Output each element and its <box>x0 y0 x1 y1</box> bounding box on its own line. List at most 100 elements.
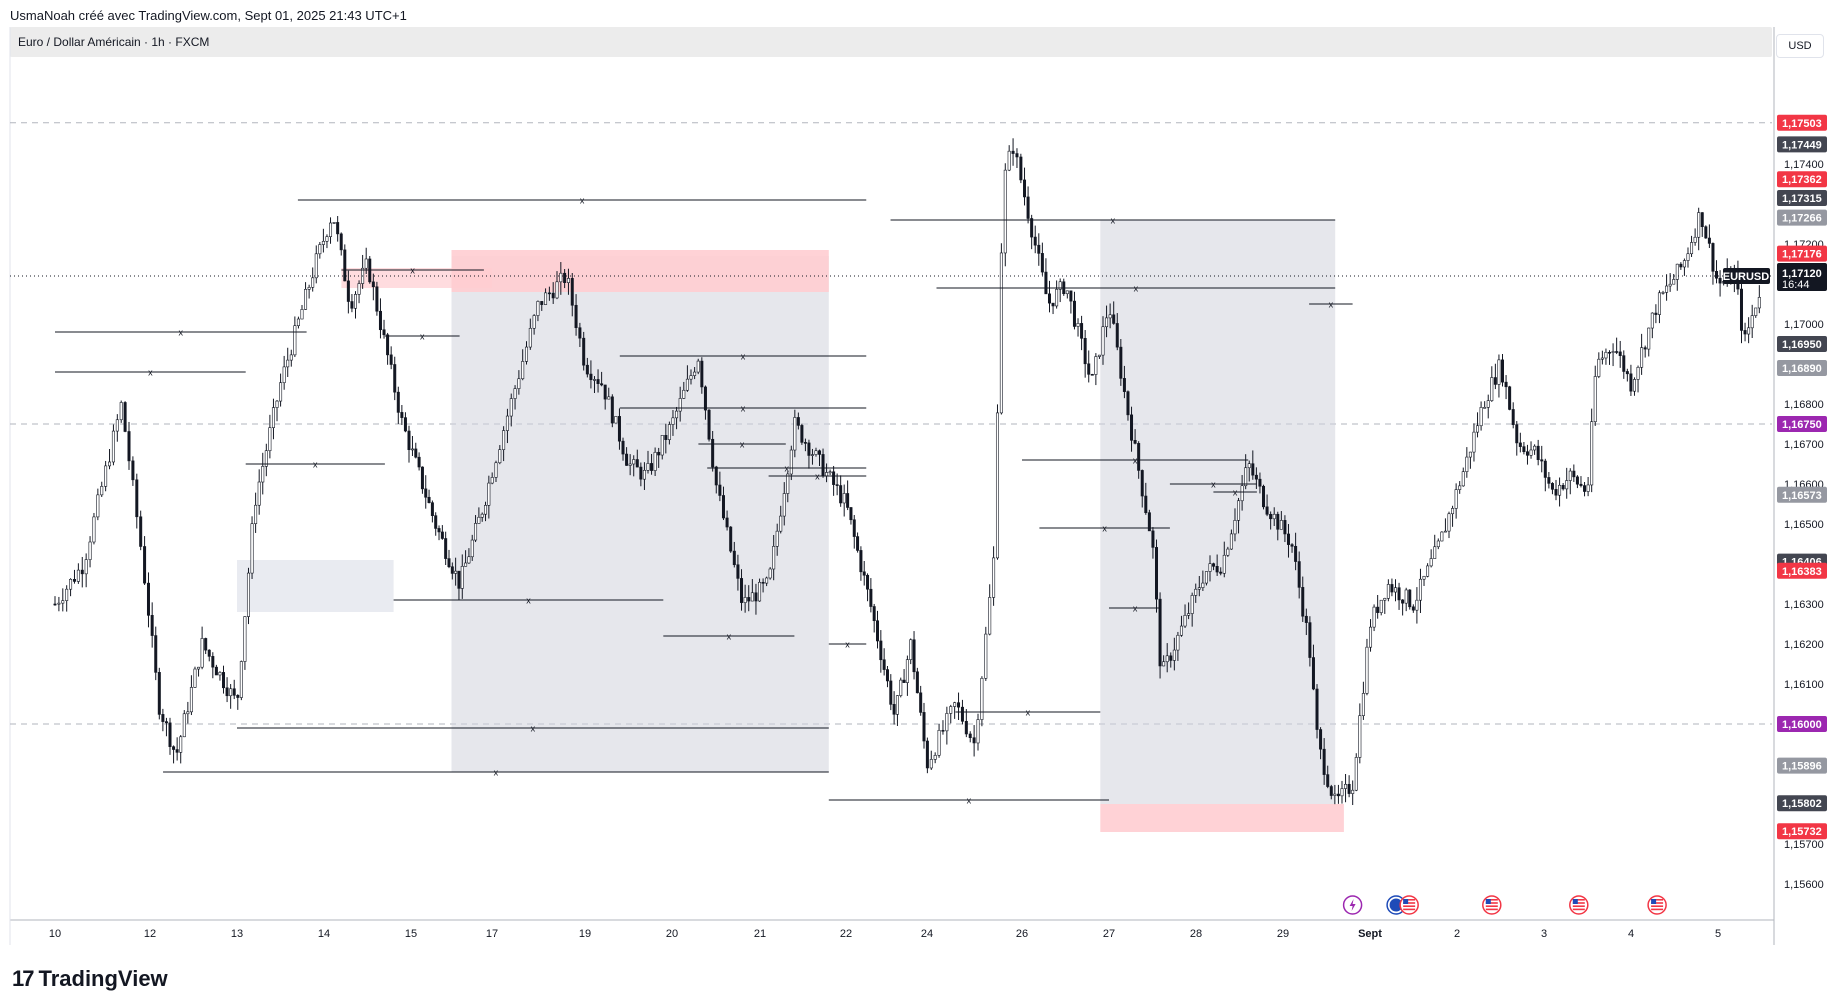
candle-body <box>793 417 797 451</box>
candle-body <box>505 415 509 431</box>
price-label: 1,17362 <box>1777 171 1827 188</box>
candle-body <box>1140 470 1144 497</box>
candle-body <box>119 402 123 421</box>
candle-body <box>375 286 379 312</box>
candle-body <box>222 672 226 689</box>
candle-body <box>386 334 390 356</box>
tradingview-logo[interactable]: 17 TradingView <box>12 966 168 992</box>
price-label: 1,17503 <box>1777 114 1827 131</box>
candle-body <box>1336 793 1340 797</box>
candle-body <box>229 688 233 697</box>
candle-body <box>104 465 108 487</box>
candle-body <box>1757 297 1761 309</box>
candle-body <box>300 309 304 320</box>
candle-body <box>1718 277 1722 284</box>
candle-body <box>1122 378 1126 392</box>
zone-box <box>451 250 829 292</box>
candle-body <box>782 493 786 517</box>
price-label-bg <box>1777 716 1827 732</box>
candle-body <box>161 714 165 722</box>
candle-body <box>1065 290 1069 295</box>
candle-body <box>239 661 243 698</box>
candle-body <box>1590 421 1594 486</box>
candle-body <box>1558 484 1562 496</box>
candle-body <box>321 241 325 245</box>
candle-body <box>1504 381 1508 388</box>
candle-body <box>1112 314 1116 324</box>
candle-body <box>407 430 411 451</box>
candle-body <box>1707 237 1711 244</box>
candle-body <box>1422 575 1426 580</box>
current-price-value: 1,17120 <box>1782 268 1822 280</box>
candle-body <box>1344 783 1348 789</box>
symbol-info-bar[interactable]: Euro / Dollar Américain · 1h · FXCM <box>10 27 1772 57</box>
candle-body <box>1304 615 1308 623</box>
candle-body <box>513 388 517 399</box>
candles-group <box>53 138 1761 806</box>
time-tick-label: 19 <box>579 928 591 940</box>
candle-body <box>621 440 625 455</box>
candle-body <box>980 678 984 720</box>
time-tick-label: 4 <box>1628 928 1634 940</box>
candle-body <box>225 687 229 697</box>
candle-body <box>1133 440 1137 444</box>
candle-body <box>525 346 529 362</box>
candle-body <box>750 592 754 602</box>
candle-body <box>547 292 551 295</box>
candle-body <box>1568 470 1572 481</box>
candle-body <box>474 523 478 541</box>
candle-body <box>1550 483 1554 490</box>
candle-body <box>895 695 899 715</box>
price-label-bg <box>1777 245 1827 262</box>
candle-body <box>509 398 513 417</box>
lightning-event-icon[interactable] <box>1342 895 1363 915</box>
currency-button[interactable]: USD <box>1776 34 1824 58</box>
us-flag-icon[interactable] <box>1569 895 1589 915</box>
candle-body <box>765 577 769 584</box>
candle-body <box>528 327 532 348</box>
candle-body <box>1297 561 1301 588</box>
candle-body <box>92 516 96 543</box>
candle-body <box>988 597 992 635</box>
chart-caption: UsmaNoah créé avec TradingView.com, Sept… <box>10 8 407 23</box>
price-label-bg <box>1777 757 1827 774</box>
candle-body <box>1386 584 1390 599</box>
candle-body <box>879 640 883 661</box>
candle-body <box>314 253 318 279</box>
candle-body <box>1622 355 1626 372</box>
candle-body <box>232 688 236 696</box>
candle-body <box>1247 463 1251 469</box>
us-flag-icon[interactable] <box>1647 895 1667 915</box>
candle-body <box>1101 326 1105 356</box>
level-x-marker: x <box>1133 456 1138 466</box>
us-flag-icon[interactable] <box>1399 895 1419 915</box>
candle-body <box>1229 533 1233 550</box>
us-flag-icon[interactable] <box>1482 895 1502 915</box>
candle-body <box>818 450 822 455</box>
candle-body <box>521 361 525 380</box>
candle-body <box>775 530 779 547</box>
level-x-marker: x <box>967 796 972 806</box>
candle-body <box>1329 786 1333 796</box>
candle-body <box>589 373 593 381</box>
candle-body <box>243 616 247 662</box>
candle-body <box>168 722 172 747</box>
candle-body <box>915 671 919 694</box>
candle-body <box>1019 156 1023 181</box>
candle-body <box>1643 347 1647 350</box>
candle-body <box>1172 649 1176 661</box>
candle-body <box>111 430 115 463</box>
candle-body <box>417 456 421 468</box>
candle-body <box>667 424 671 440</box>
candle-body <box>353 294 357 309</box>
candle-body <box>207 649 211 657</box>
candle-body <box>293 325 297 356</box>
candle-body <box>1661 292 1665 294</box>
level-x-marker: x <box>741 404 746 414</box>
candle-body <box>800 425 804 443</box>
candle-body <box>1226 548 1230 556</box>
candle-body <box>304 289 308 310</box>
candle-body <box>889 680 893 705</box>
price-label-bg <box>1777 209 1827 226</box>
